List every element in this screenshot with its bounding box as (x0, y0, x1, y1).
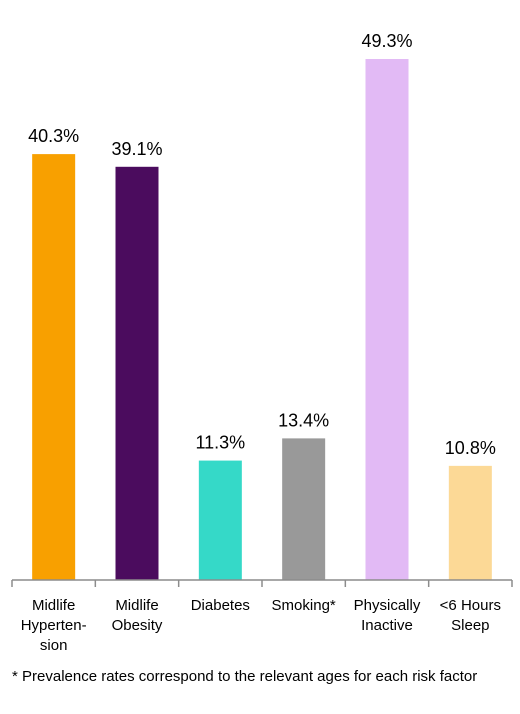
value-label-0: 40.3% (28, 126, 79, 146)
category-label-line: <6 Hours (439, 597, 501, 614)
category-label-line: Hyperten- (20, 617, 87, 634)
category-label-1: Midlife Obesity (95, 596, 179, 636)
category-label-line: Obesity (111, 617, 163, 634)
footnote: * Prevalence rates correspond to the rel… (12, 668, 478, 685)
category-label-line: Midlife (31, 597, 76, 614)
x-axis (11, 579, 513, 587)
category-label-5: <6 Hours Sleep (428, 596, 512, 636)
category-label-0: Midlife Hyperten-sion (12, 596, 96, 656)
category-label-line: Physically (353, 597, 421, 614)
value-label-4: 49.3% (361, 31, 412, 51)
value-label-3: 13.4% (278, 410, 329, 430)
category-label-line: Inactive (361, 617, 413, 634)
bar-4 (365, 59, 409, 580)
bars-group (32, 59, 492, 581)
value-label-2: 11.3% (195, 433, 245, 453)
bar-0 (32, 154, 76, 580)
category-label-2: Diabetes (178, 596, 262, 616)
bar-3 (282, 438, 326, 580)
category-label-line: Sleep (451, 617, 490, 634)
category-label-line: Smoking* (271, 597, 336, 614)
category-label-line: Diabetes (190, 597, 250, 614)
category-label-3: Smoking* (262, 596, 346, 616)
bar-2 (198, 460, 242, 580)
bar-1 (115, 166, 159, 581)
value-label-5: 10.8% (445, 438, 496, 458)
category-label-line: sion (39, 637, 68, 654)
category-label-4: Physically Inactive (345, 596, 429, 636)
value-label-1: 39.1% (111, 139, 162, 159)
value-labels-group: 40.3% 39.1% 11.3% 13.4% 49.3% 10.8% (28, 31, 496, 458)
bar-5 (448, 465, 492, 580)
category-label-line: Midlife (115, 597, 159, 614)
